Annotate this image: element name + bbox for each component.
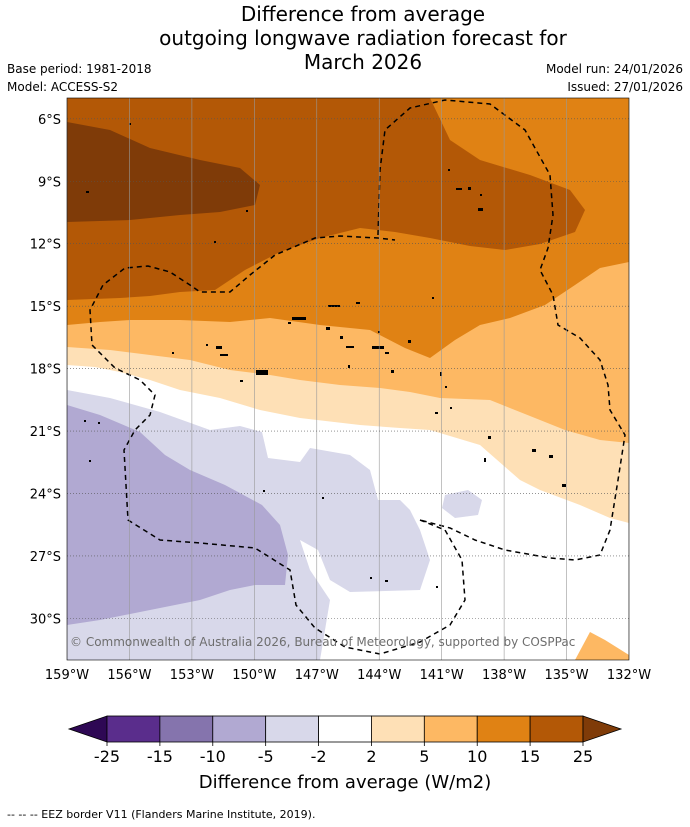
- colorbar-tick-label: -10: [200, 747, 226, 766]
- lon-tick-label: 135°W: [544, 668, 588, 683]
- lon-tick-label: 147°W: [295, 668, 339, 683]
- band-above-25: [67, 122, 260, 222]
- colorbar-tick-label: -15: [147, 747, 173, 766]
- lat-tick-label: 21°S: [30, 425, 61, 440]
- band-5-10-corner: [575, 632, 629, 660]
- band-minus2-minus5-patch: [442, 490, 482, 518]
- eez-border-north: [377, 99, 626, 561]
- colorbar-tick-label: -5: [258, 747, 274, 766]
- colorbar-swatch: [265, 715, 319, 743]
- copyright-text: © Commonwealth of Australia 2026, Bureau…: [70, 635, 575, 649]
- map-area: © Commonwealth of Australia 2026, Bureau…: [67, 98, 629, 660]
- chart-title: Difference from average outgoing longwav…: [0, 2, 690, 74]
- meta-right: Model run: 24/01/2026 Issued: 27/01/2026: [546, 60, 683, 96]
- colorbar-tick-label: 10: [467, 747, 487, 766]
- lat-tick-label: 18°S: [30, 363, 61, 378]
- colorbar-swatch: [371, 715, 425, 743]
- lon-tick-label: 132°W: [607, 668, 651, 683]
- lat-tick-label: 24°S: [30, 487, 61, 502]
- lat-tick-label: 30°S: [30, 612, 61, 627]
- lat-tick-label: 9°S: [38, 175, 61, 190]
- lat-tick-label: 27°S: [30, 550, 61, 565]
- lon-tick-label: 150°W: [232, 668, 276, 683]
- band-15-25: [67, 98, 585, 300]
- colorbar-tick-label: 15: [520, 747, 540, 766]
- lon-tick-label: 141°W: [420, 668, 464, 683]
- lon-tick-label: 159°W: [45, 668, 89, 683]
- colorbar-tick-label: -25: [94, 747, 120, 766]
- colorbar-swatch: [318, 715, 372, 743]
- lon-tick-labels: 159°W 156°W 153°W 150°W 147°W 144°W 141°W 138°W…: [45, 668, 651, 683]
- colorbar-tick-label: 5: [419, 747, 429, 766]
- colorbar-swatch: [476, 715, 531, 743]
- colorbar-swatch: [529, 715, 584, 743]
- lat-tick-labels: 6°S 9°S 12°S 15°S 18°S 21°S 24°S 27°S 30°S: [30, 113, 61, 628]
- islands: [84, 123, 566, 588]
- eez-footnote: -- -- -- EEZ border V11 (Flanders Marine…: [7, 808, 316, 821]
- model-name: Model: ACCESS-S2: [7, 80, 119, 94]
- colorbar-swatch: [106, 715, 161, 743]
- lon-tick-label: 156°W: [107, 668, 151, 683]
- gridlines: [67, 98, 629, 660]
- meta-left: Base period: 1981-2018 Model: ACCESS-S2: [7, 60, 152, 96]
- base-period: Base period: 1981-2018: [7, 62, 152, 76]
- colorbar-tick-label: 25: [573, 747, 593, 766]
- map-frame: [66, 97, 630, 661]
- title-line-2: outgoing longwave radiation forecast for: [159, 26, 567, 50]
- colorbar-swatch: [159, 715, 214, 743]
- lon-tick-label: 138°W: [482, 668, 526, 683]
- lat-tick-label: 6°S: [38, 113, 61, 128]
- colorbar-swatch: [423, 715, 478, 743]
- colorbar-swatch: [212, 715, 267, 743]
- colorbar-extend-min: [67, 715, 108, 743]
- lon-tick-label: 144°W: [357, 668, 401, 683]
- colorbar: -25 -15 -10 -5 -2 2 5 10 15 25: [67, 715, 623, 766]
- lon-tick-label: 153°W: [170, 668, 214, 683]
- lat-tick-label: 15°S: [30, 300, 61, 315]
- colorbar-extend-max: [582, 715, 623, 743]
- colorbar-tick-label: -2: [311, 747, 327, 766]
- colorbar-tick-label: 2: [366, 747, 376, 766]
- eez-border-south: [89, 235, 466, 655]
- lat-tick-label: 12°S: [30, 238, 61, 253]
- issued-date: Issued: 27/01/2026: [567, 80, 683, 94]
- model-run: Model run: 24/01/2026: [545, 62, 683, 76]
- colorbar-label: Difference from average (W/m2): [199, 772, 491, 793]
- title-line-3: March 2026: [303, 50, 423, 74]
- band-minus5-minus10: [67, 405, 288, 625]
- title-line-1: Difference from average: [240, 2, 486, 26]
